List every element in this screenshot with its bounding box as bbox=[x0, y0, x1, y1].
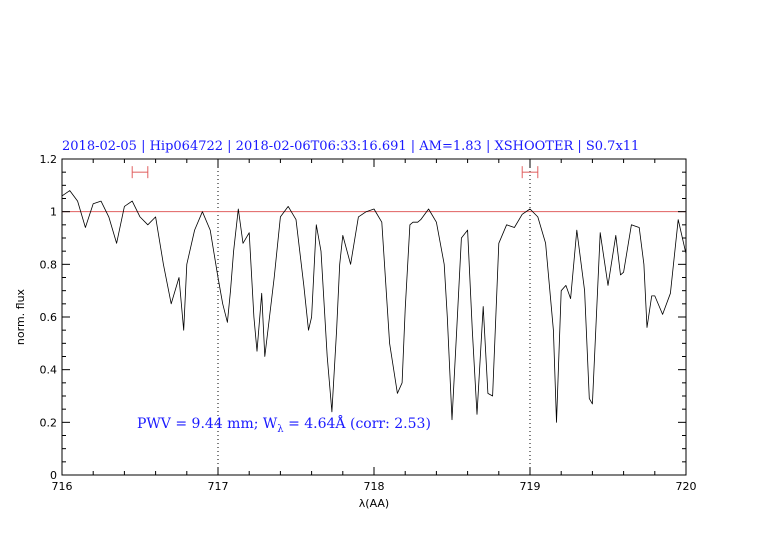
y-tick-label: 1.2 bbox=[40, 153, 58, 166]
y-axis-ticks: 0 0.2 0.4 0.6 0.8 1 1.2 bbox=[40, 153, 686, 482]
x-tick-label: 719 bbox=[520, 480, 541, 493]
spectrum-line bbox=[61, 190, 687, 423]
pwv-annotation: PWV = 9.44 mm; Wλ = 4.64Å (corr: 2.53) bbox=[137, 414, 431, 435]
y-tick-label: 0.2 bbox=[40, 416, 58, 429]
y-tick-label: 0.4 bbox=[40, 364, 58, 377]
x-tick-label: 718 bbox=[364, 480, 385, 493]
y-tick-label: 1 bbox=[50, 206, 57, 219]
y-axis-label: norm. flux bbox=[14, 288, 27, 345]
y-tick-label: 0.8 bbox=[40, 258, 58, 271]
pwv-text: PWV = 9.44 mm; W bbox=[137, 416, 278, 432]
x-tick-label: 720 bbox=[676, 480, 697, 493]
x-axis-label: λ(AA) bbox=[359, 497, 389, 510]
chart-title: 2018-02-05 | Hip064722 | 2018-02-06T06:3… bbox=[62, 139, 639, 154]
series-group bbox=[61, 190, 687, 423]
x-axis-ticks: 716 717 718 719 720 bbox=[52, 159, 697, 493]
y-tick-label: 0 bbox=[50, 469, 57, 482]
width-text: = 4.64Å (corr: 2.53) bbox=[284, 414, 431, 432]
x-tick-label: 717 bbox=[208, 480, 229, 493]
y-tick-label: 0.6 bbox=[40, 311, 58, 324]
x-tick-label: 716 bbox=[52, 480, 73, 493]
lambda-subscript: λ bbox=[277, 424, 284, 435]
error-bars bbox=[131, 166, 539, 179]
